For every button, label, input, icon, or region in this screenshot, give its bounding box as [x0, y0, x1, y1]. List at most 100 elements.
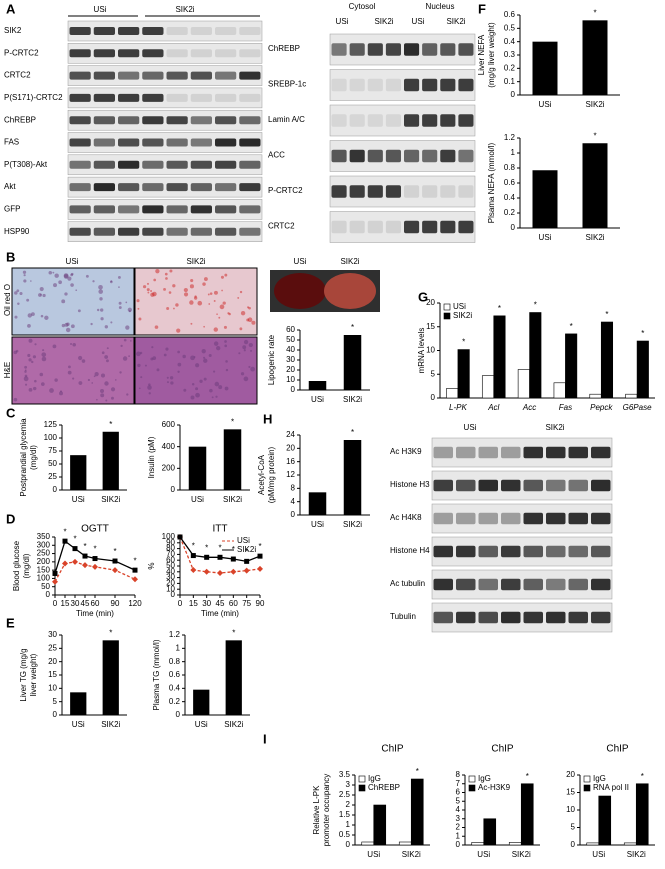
- marker: [82, 562, 88, 569]
- blot-band: [93, 227, 115, 236]
- micrograph-texture: [91, 382, 94, 384]
- marker: [230, 556, 236, 562]
- micrograph-texture: [98, 284, 103, 290]
- micrograph-texture: [153, 278, 157, 282]
- legend-label: SIK2i: [237, 545, 256, 554]
- micrograph-texture: [176, 328, 181, 333]
- y-tick-label: 0: [171, 590, 176, 599]
- blot-label: CRTC2: [4, 71, 31, 80]
- blot-band: [93, 71, 115, 80]
- blot-label: Ac H4K8: [390, 513, 422, 522]
- x-tick-label: SIK2i: [101, 720, 120, 729]
- marker: [62, 538, 68, 544]
- y-tick-label: 50: [48, 459, 57, 468]
- blot-label: ACC: [268, 151, 285, 160]
- blot-band: [239, 93, 261, 102]
- micrograph-texture: [239, 327, 243, 331]
- micrograph-texture: [151, 346, 154, 349]
- blot-band: [422, 220, 438, 234]
- micrograph-texture: [136, 351, 141, 357]
- micrograph-texture: [72, 343, 76, 347]
- x-tick-label: USi: [311, 395, 324, 404]
- x-tick-label: SIK2i: [402, 850, 421, 859]
- blot-strip: [67, 132, 263, 153]
- blot-band: [478, 479, 498, 492]
- y-tick-label: 60: [166, 555, 175, 564]
- y-tick-label: 0: [456, 840, 461, 849]
- blot-band: [404, 114, 420, 127]
- x-axis-label: Time (min): [76, 609, 114, 618]
- micrograph-texture: [177, 370, 180, 373]
- micrograph-texture: [168, 291, 172, 294]
- micrograph-texture: [111, 396, 114, 400]
- micrograph-texture: [81, 359, 86, 363]
- blot-band: [546, 479, 566, 492]
- blot-band: [166, 227, 188, 236]
- panel-letter: E: [6, 615, 15, 630]
- blot-band: [456, 446, 476, 459]
- micrograph-texture: [163, 353, 167, 357]
- blot-band: [458, 78, 474, 92]
- blot-band: [404, 78, 420, 92]
- x-tick-label: SIK2i: [101, 495, 120, 504]
- blot-band: [456, 611, 476, 624]
- y-tick-label: 6: [456, 788, 461, 797]
- y-tick-label: 30: [286, 355, 295, 364]
- blot-band: [404, 220, 420, 234]
- micrograph-texture: [165, 277, 168, 280]
- micrograph-texture: [154, 325, 159, 329]
- blot-band: [166, 183, 188, 192]
- legend-swatch: [358, 784, 366, 792]
- blot-band: [69, 160, 91, 169]
- y-tick-label: 1.2: [504, 133, 516, 142]
- significance: *: [231, 417, 234, 426]
- micrograph-texture: [208, 354, 212, 358]
- bar: [582, 143, 608, 228]
- micrograph-texture: [78, 355, 83, 361]
- bar: [343, 440, 362, 515]
- micrograph-texture: [195, 363, 200, 368]
- significance: *: [462, 338, 465, 347]
- micrograph-texture: [98, 289, 103, 294]
- blot-band: [385, 220, 401, 234]
- y-tick-label: 0.5: [339, 830, 351, 839]
- significance: *: [83, 542, 86, 551]
- micrograph-texture: [163, 287, 166, 291]
- y-tick-label: 5: [53, 697, 58, 706]
- micrograph-texture: [223, 325, 227, 329]
- blot-band: [367, 220, 383, 234]
- micrograph-texture: [243, 349, 246, 352]
- micrograph-texture: [193, 296, 198, 300]
- y-tick-label: 16: [286, 457, 295, 466]
- micrograph-texture: [140, 376, 143, 379]
- blot-band: [239, 160, 261, 169]
- micrograph-texture: [54, 273, 59, 278]
- blot-band: [215, 93, 237, 102]
- blot-band: [166, 93, 188, 102]
- micrograph-texture: [41, 356, 47, 362]
- blot-band: [433, 446, 453, 459]
- legend-swatch: [468, 775, 476, 783]
- micrograph-texture: [41, 382, 45, 386]
- marker: [72, 546, 78, 552]
- blot-band: [440, 114, 456, 127]
- blot-band: [239, 116, 261, 125]
- micrograph-texture: [148, 383, 151, 386]
- blot-band: [142, 183, 164, 192]
- micrograph-texture: [92, 280, 95, 283]
- bar: [508, 842, 522, 846]
- y-tick-label: 75: [48, 446, 57, 455]
- y-tick-label: 0: [346, 840, 351, 849]
- micrograph-texture: [70, 324, 75, 329]
- x-tick-label: USi: [539, 100, 552, 109]
- micrograph-texture: [99, 297, 103, 301]
- x-tick-label: 90: [256, 599, 265, 608]
- micrograph-texture: [39, 372, 44, 377]
- blot-band: [591, 578, 611, 591]
- row-label: H&E: [3, 362, 12, 378]
- micrograph-texture: [19, 291, 23, 296]
- blot-band: [440, 149, 456, 163]
- micrograph-texture: [72, 377, 75, 380]
- blot-label: ChREBP: [4, 115, 36, 124]
- micrograph-texture: [155, 269, 160, 274]
